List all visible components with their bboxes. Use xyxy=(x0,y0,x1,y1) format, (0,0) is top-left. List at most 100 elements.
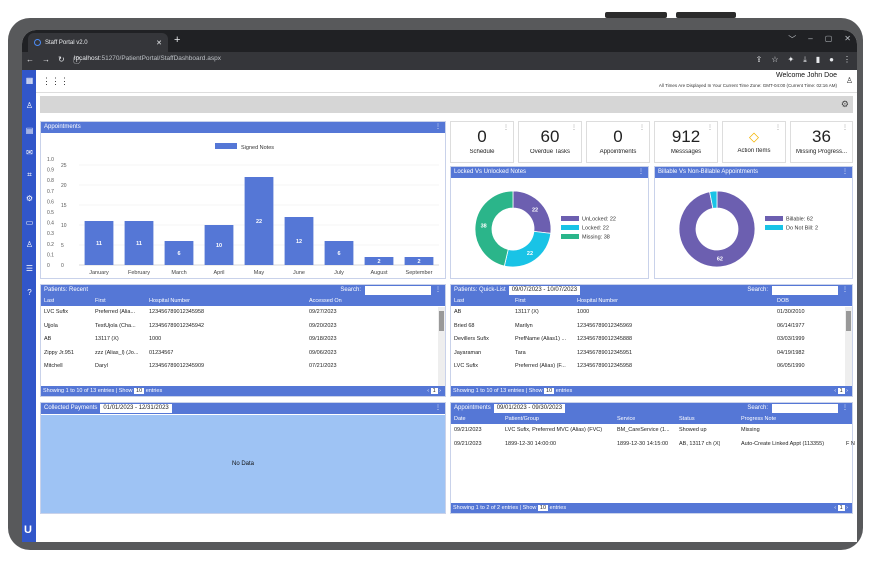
info-icon[interactable]: ⓘ xyxy=(72,56,81,65)
stat-card-messages[interactable]: ⋮ 912 Messsages xyxy=(654,121,718,163)
tab-search-icon[interactable]: ﹀ xyxy=(788,35,797,44)
sliders-icon[interactable]: ☰ xyxy=(25,264,34,273)
table-row[interactable]: LVC Sufix Preferred (Alias) (F... 12345678… xyxy=(451,360,852,374)
panel-menu-icon[interactable]: ⋮ xyxy=(842,405,848,411)
mail-icon[interactable]: ✉ xyxy=(26,148,33,157)
apps-grid-icon[interactable]: ⋮⋮⋮ xyxy=(42,76,69,86)
browser-tab[interactable]: Staff Portal v2.0 ✕ xyxy=(28,33,168,52)
donut-slice[interactable] xyxy=(678,190,756,268)
table-row[interactable]: AB 13117 (X) 1000 01/30/2010 xyxy=(451,306,852,320)
table-row[interactable]: Bried 68 Marilyn 123456789012345969 06/14/1… xyxy=(451,320,852,334)
page-button[interactable]: 1 xyxy=(837,388,845,394)
card-menu-icon[interactable]: ⋮ xyxy=(571,125,577,131)
calendar-icon[interactable]: ▤ xyxy=(25,126,34,135)
column-header[interactable]: Hospital Number xyxy=(149,298,190,304)
column-header[interactable]: DOB xyxy=(777,298,789,304)
share-icon[interactable]: ⇪ xyxy=(755,55,763,64)
card-menu-icon[interactable]: ⋮ xyxy=(775,125,781,131)
help-icon[interactable]: ? xyxy=(27,288,32,297)
panel-menu-icon[interactable]: ⋮ xyxy=(435,124,441,130)
date-range-input[interactable]: 09/07/2023 - 10/07/2023 xyxy=(508,286,581,295)
panel-menu-icon[interactable]: ⋮ xyxy=(842,169,848,175)
column-header[interactable]: Hospital Number xyxy=(577,298,618,304)
reports-icon[interactable]: ⌗ xyxy=(27,170,32,179)
bar[interactable] xyxy=(324,241,354,265)
bar[interactable] xyxy=(124,221,154,265)
table-row[interactable]: AB 13117 (X) 1000 09/18/2023 xyxy=(41,333,445,347)
column-header[interactable]: Progress Note xyxy=(741,416,777,422)
stat-card-schedule[interactable]: ⋮ 0 Schedule xyxy=(450,121,514,163)
extensions-icon[interactable]: ✦ xyxy=(787,55,795,64)
sidepanel-icon[interactable]: ▮ xyxy=(815,55,821,64)
gear-icon[interactable]: ⚙ xyxy=(840,99,849,109)
date-range-input[interactable]: 09/01/2023 - 09/30/2023 xyxy=(493,404,566,413)
column-header[interactable]: First xyxy=(95,298,106,304)
bar[interactable] xyxy=(404,257,434,265)
settings-icon[interactable]: ⚙ xyxy=(25,194,34,203)
table-row[interactable]: Zippy Jr.951 zzz (Alias_l) (Jo... 01234567… xyxy=(41,347,445,361)
person-icon[interactable]: ♙ xyxy=(25,240,34,249)
browser-menu-icon[interactable]: ⋮ xyxy=(843,55,851,64)
donut-slice[interactable] xyxy=(709,190,718,209)
dashboard-icon[interactable]: ▦ xyxy=(25,76,34,85)
table-row[interactable]: Jayaraman Tara 123456789012345951 04/19/198… xyxy=(451,347,852,361)
stat-card-missing-progress[interactable]: ⋮ 36 Missing Progress... xyxy=(790,121,853,163)
column-header[interactable]: Date xyxy=(454,416,466,422)
page-size-select[interactable]: 10 xyxy=(537,505,549,511)
bar[interactable] xyxy=(164,241,194,265)
card-menu-icon[interactable]: ⋮ xyxy=(503,125,509,131)
bar[interactable] xyxy=(284,217,314,265)
scrollbar[interactable] xyxy=(845,307,852,387)
table-row[interactable]: 09/21/2023 LVC Sufix, Preferred MVC (Alia… xyxy=(451,424,852,438)
date-range-input[interactable]: 01/01/2023 - 12/31/2023 xyxy=(100,404,172,413)
page-size-select[interactable]: 10 xyxy=(544,388,555,394)
scrollbar[interactable] xyxy=(438,307,445,387)
donut-slice[interactable] xyxy=(474,190,514,267)
column-header[interactable]: Status xyxy=(679,416,695,422)
page-size-select[interactable]: 10 xyxy=(134,388,145,394)
bar[interactable] xyxy=(84,221,114,265)
column-header[interactable]: Last xyxy=(44,298,55,304)
column-header[interactable]: Patient/Group xyxy=(505,416,539,422)
new-tab-button[interactable]: + xyxy=(174,34,181,46)
table-row[interactable]: LVC Sufix Preferred (Alia... 1234567890123… xyxy=(41,306,445,320)
search-input[interactable] xyxy=(772,286,838,295)
bookmark-star-icon[interactable]: ☆ xyxy=(771,55,779,64)
close-window-icon[interactable]: ✕ xyxy=(844,34,851,43)
stat-card-action-items[interactable]: ⋮ ◇ Action Items xyxy=(722,121,786,163)
scroll-thumb[interactable] xyxy=(846,311,851,331)
url-field[interactable]: localhost:51270/PatientPortal/StaffDashb… xyxy=(74,55,221,62)
user-icon[interactable]: ♙ xyxy=(25,101,34,110)
table-row[interactable]: Mitchell Daryl 123456789012345909 07/21/202… xyxy=(41,360,445,374)
panel-menu-icon[interactable]: ⋮ xyxy=(638,169,644,175)
stat-card-appointments[interactable]: ⋮ 0 Appointments xyxy=(586,121,650,163)
reload-icon[interactable]: ↻ xyxy=(58,55,65,64)
panel-menu-icon[interactable]: ⋮ xyxy=(842,287,848,293)
card-menu-icon[interactable]: ⋮ xyxy=(639,125,645,131)
back-icon[interactable]: ← xyxy=(26,55,34,64)
card-menu-icon[interactable]: ⋮ xyxy=(707,125,713,131)
column-header[interactable]: Last xyxy=(454,298,465,304)
download-icon[interactable]: ⤓ xyxy=(803,55,807,64)
page-button[interactable]: 1 xyxy=(430,388,438,394)
user-settings-icon[interactable]: ♙ xyxy=(845,76,853,85)
table-row[interactable]: 09/21/2023 1899-12-30 14:00:00 1899-12-30 … xyxy=(451,438,855,452)
panel-menu-icon[interactable]: ⋮ xyxy=(435,405,441,411)
search-input[interactable] xyxy=(772,404,838,413)
column-header[interactable]: First xyxy=(515,298,526,304)
monitor-icon[interactable]: ▭ xyxy=(25,218,34,227)
forward-icon[interactable]: → xyxy=(42,55,50,64)
page-button[interactable]: 1 xyxy=(837,505,845,511)
table-row[interactable]: Ujjola TestUjola (Cha... 12345678901234594… xyxy=(41,320,445,334)
column-header[interactable]: Accessed On xyxy=(309,298,342,304)
bar[interactable] xyxy=(204,225,234,265)
close-icon[interactable]: ✕ xyxy=(156,39,162,47)
panel-menu-icon[interactable]: ⋮ xyxy=(435,287,441,293)
bar[interactable] xyxy=(364,257,394,265)
maximize-icon[interactable]: ▢ xyxy=(824,34,833,43)
scroll-thumb[interactable] xyxy=(439,311,444,331)
search-input[interactable] xyxy=(365,286,431,295)
stat-card-overdue-tasks[interactable]: ⋮ 60 Overdue Tasks xyxy=(518,121,582,163)
card-menu-icon[interactable]: ⋮ xyxy=(842,125,848,131)
profile-icon[interactable]: ● xyxy=(829,55,834,64)
